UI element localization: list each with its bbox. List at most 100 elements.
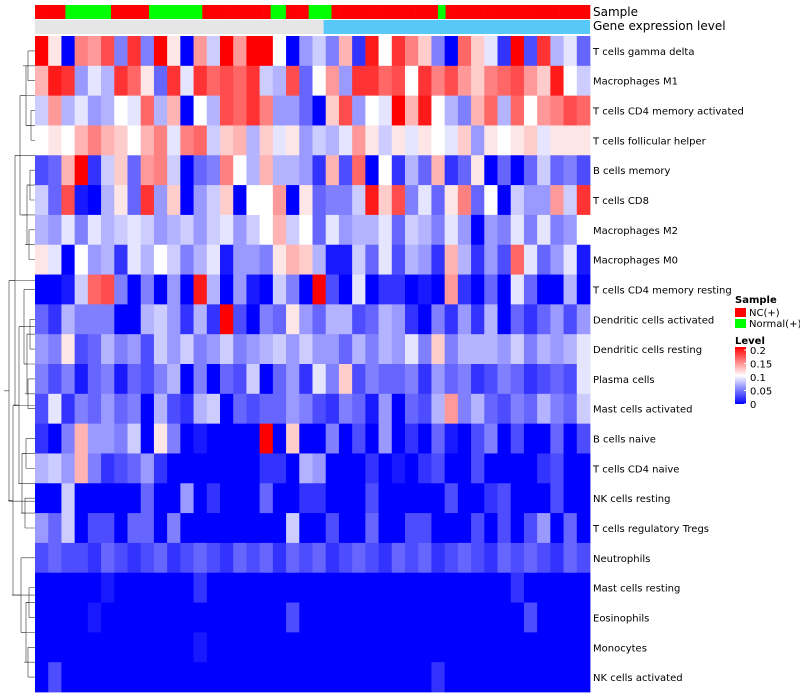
heatmap-cell bbox=[325, 483, 340, 514]
heatmap-cell bbox=[523, 304, 538, 335]
heatmap-cell bbox=[167, 662, 181, 693]
heatmap-cell bbox=[338, 304, 353, 335]
heatmap-cell bbox=[405, 244, 419, 275]
heatmap-cell bbox=[299, 393, 313, 425]
heatmap-cell bbox=[523, 393, 538, 425]
heatmap-cell bbox=[220, 185, 234, 216]
heatmap-cell bbox=[444, 185, 459, 216]
heatmap-cell bbox=[259, 483, 274, 514]
dendrogram-branch bbox=[4, 280, 35, 502]
heatmap-cell bbox=[352, 274, 366, 305]
heatmap-cell bbox=[193, 185, 208, 216]
heatmap-cell bbox=[140, 155, 155, 186]
heatmap-cell bbox=[537, 632, 551, 663]
heatmap-cell bbox=[484, 244, 498, 275]
dendrogram-branch bbox=[13, 326, 35, 484]
heatmap-cell bbox=[87, 364, 102, 395]
heatmap-cell bbox=[193, 155, 208, 186]
sample-annotation-cell bbox=[536, 5, 545, 19]
heatmap-cell bbox=[114, 513, 128, 544]
heatmap-cell bbox=[365, 423, 379, 454]
heatmap-cell bbox=[114, 244, 128, 275]
heatmap-cell bbox=[87, 155, 102, 186]
heatmap-cell bbox=[312, 36, 327, 67]
heatmap-cell bbox=[74, 423, 89, 454]
heatmap-cell bbox=[61, 65, 76, 97]
heatmap-cell bbox=[550, 632, 564, 663]
heatmap-cell bbox=[391, 423, 406, 454]
heatmap-cell bbox=[114, 334, 128, 365]
heatmap-cell bbox=[444, 393, 459, 425]
heatmap-cell bbox=[444, 304, 459, 335]
heatmap-cell bbox=[35, 602, 49, 633]
heatmap-cell bbox=[87, 185, 102, 216]
heatmap-cell bbox=[325, 95, 340, 126]
heatmap-cell bbox=[193, 572, 208, 603]
heatmap-cell bbox=[510, 155, 525, 186]
heatmap-cell bbox=[286, 95, 300, 126]
heatmap-cell bbox=[325, 632, 340, 663]
heatmap-cell bbox=[537, 95, 551, 126]
heatmap-cell bbox=[61, 423, 76, 454]
heatmap-cell bbox=[114, 304, 128, 335]
heatmap-cell bbox=[220, 304, 234, 335]
heatmap-cell bbox=[576, 423, 591, 454]
heatmap-cell bbox=[550, 274, 564, 305]
heatmap-cell bbox=[140, 453, 155, 484]
heatmap-cell bbox=[510, 95, 525, 126]
heatmap-cell bbox=[391, 453, 406, 484]
heatmap-cell bbox=[272, 572, 287, 603]
heatmap-cell bbox=[299, 36, 313, 67]
heatmap-cell bbox=[405, 632, 419, 663]
heatmap-cell bbox=[365, 572, 379, 603]
heatmap-cell bbox=[497, 423, 512, 454]
heatmap-cell bbox=[48, 572, 62, 603]
heatmap-cell bbox=[312, 125, 327, 156]
heatmap-cell bbox=[206, 602, 221, 633]
heatmap-cell bbox=[167, 483, 181, 514]
heatmap-cell bbox=[246, 65, 261, 97]
heatmap-cell bbox=[180, 542, 194, 574]
legend-normal-label: Normal(+) bbox=[749, 319, 800, 330]
heatmap-cell bbox=[246, 364, 261, 395]
heatmap-cell bbox=[550, 453, 564, 484]
heatmap-cell bbox=[101, 632, 115, 663]
heatmap-cell bbox=[246, 513, 261, 544]
sample-annotation-cell bbox=[377, 5, 386, 19]
heatmap-cell bbox=[550, 364, 564, 395]
heatmap-cell bbox=[325, 36, 340, 67]
heatmap-cell bbox=[286, 632, 300, 663]
heatmap-cell bbox=[550, 185, 564, 216]
heatmap-cell bbox=[378, 334, 393, 365]
heatmap-cell bbox=[35, 185, 49, 216]
heatmap-cell bbox=[471, 393, 485, 425]
heatmap-cell bbox=[338, 185, 353, 216]
heatmap-cell bbox=[286, 244, 300, 275]
heatmap-cell bbox=[576, 632, 591, 663]
heatmap-cell bbox=[233, 185, 247, 216]
heatmap-cell bbox=[140, 572, 155, 603]
heatmap-cell bbox=[550, 662, 564, 693]
sample-annotation-cell bbox=[35, 5, 43, 19]
heatmap-cell bbox=[325, 453, 340, 484]
heatmap-cell bbox=[497, 572, 512, 603]
dendrogram-branch bbox=[8, 405, 35, 596]
heatmap-cell bbox=[206, 483, 221, 514]
heatmap-cell bbox=[497, 125, 512, 156]
heatmap-cell bbox=[299, 304, 313, 335]
heatmap-cell bbox=[576, 393, 591, 425]
heatmap-cell bbox=[338, 36, 353, 67]
heatmap-cell bbox=[167, 393, 181, 425]
heatmap-cell bbox=[365, 244, 379, 275]
heatmap-cell bbox=[114, 483, 128, 514]
expression-annotation-high bbox=[323, 20, 590, 34]
heatmap-cell bbox=[431, 125, 446, 156]
heatmap-cell bbox=[193, 513, 208, 544]
heatmap-cell bbox=[510, 214, 525, 246]
heatmap-cell bbox=[471, 334, 485, 365]
heatmap-cell bbox=[101, 125, 115, 156]
heatmap-cell bbox=[378, 483, 393, 514]
heatmap-cell bbox=[325, 393, 340, 425]
sample-annotation-cell bbox=[293, 5, 302, 19]
heatmap-cell bbox=[444, 453, 459, 484]
